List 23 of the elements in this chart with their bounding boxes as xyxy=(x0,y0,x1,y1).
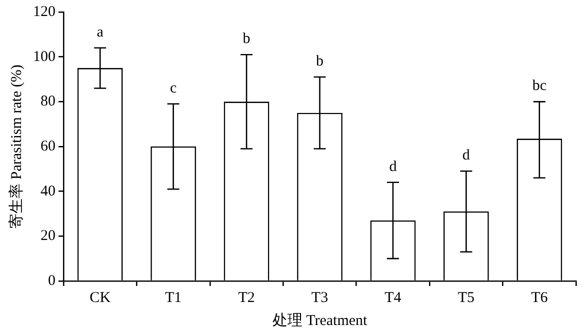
annotation: bc xyxy=(532,78,547,94)
y-tick-label: 120 xyxy=(33,4,56,20)
y-tick-label: 60 xyxy=(40,138,56,154)
y-axis-title: 寄生率 Parasitism rate (%) xyxy=(8,64,25,228)
y-tick-label: 100 xyxy=(33,48,56,65)
y-tick-label: 20 xyxy=(40,228,56,244)
annotation: d xyxy=(462,148,470,164)
annotation: b xyxy=(242,31,250,48)
x-tick-label: T6 xyxy=(531,290,548,306)
y-tick-label: 0 xyxy=(48,272,56,289)
annotation: d xyxy=(389,158,398,175)
x-tick-label: CK xyxy=(90,290,111,306)
x-tick-label: T5 xyxy=(458,290,475,306)
annotation: c xyxy=(170,80,177,96)
x-axis-title: 处理 Treatment xyxy=(272,312,368,329)
annotation: a xyxy=(96,24,104,40)
x-tick-label: T1 xyxy=(164,290,182,306)
y-tick-label: 40 xyxy=(40,183,56,200)
x-tick-label: T4 xyxy=(384,290,402,306)
x-tick-label: T3 xyxy=(311,290,328,306)
x-tick-label: T2 xyxy=(238,290,255,306)
y-tick-label: 80 xyxy=(40,94,56,110)
annotation: b xyxy=(316,53,324,70)
